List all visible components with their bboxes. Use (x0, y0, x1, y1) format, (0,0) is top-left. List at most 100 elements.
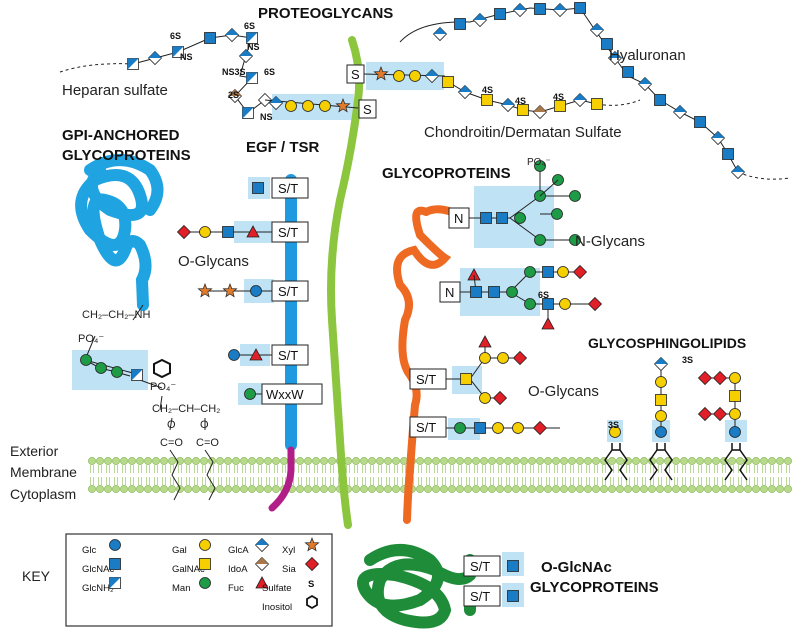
oglcnac-protein (357, 544, 476, 629)
lipid-tail (370, 465, 374, 485)
lipid-head (392, 485, 400, 493)
lipid-head (216, 457, 224, 465)
lipid-tail (426, 465, 430, 485)
lipid-head (744, 485, 752, 493)
lipid-tail (458, 465, 462, 485)
lipid-head (648, 485, 656, 493)
lipid-head (560, 485, 568, 493)
glc-residue (228, 349, 240, 361)
lipid-head (712, 457, 720, 465)
svg-text:6S: 6S (264, 67, 275, 77)
lipid-tail (346, 465, 350, 485)
glca-residue (500, 97, 516, 113)
lipid-tail (306, 465, 310, 485)
lipid-tail (498, 465, 502, 485)
lipid-tail (418, 465, 422, 485)
lipid-tail (602, 465, 606, 485)
lipid-head (432, 485, 440, 493)
man-residue (111, 366, 123, 378)
lipid-head (784, 485, 792, 493)
sia-residue (176, 224, 192, 240)
gal-residue (199, 226, 211, 238)
lipid-head (656, 485, 664, 493)
key-label: GlcNAc (82, 564, 114, 575)
lipid-tail (386, 465, 390, 485)
lipid-head (368, 485, 376, 493)
man-residue (569, 190, 581, 202)
lipid-tail (450, 465, 454, 485)
lipid-tail (154, 465, 158, 485)
xyl-residue (222, 283, 238, 298)
man-residue (95, 362, 107, 374)
glcnh2-residue (172, 46, 184, 58)
key-label: GalNAc (172, 564, 205, 575)
glca-residue (637, 76, 653, 92)
heading-gpi-2: GLYCOPROTEINS (62, 147, 191, 164)
amino-acid-boxes: S S S/T S/T S/T S/T WxxW N N S/T S/T S/T… (261, 64, 501, 607)
lipid-head (112, 457, 120, 465)
lipid-head (440, 485, 448, 493)
lipid-head (232, 457, 240, 465)
lipid-tail (402, 465, 406, 485)
lipid-head (152, 485, 160, 493)
glca-residue (589, 22, 605, 38)
lipid-head (304, 485, 312, 493)
lipid-head (632, 485, 640, 493)
svg-text:S/T: S/T (278, 284, 298, 299)
label-cytoplasm: Cytoplasm (10, 486, 76, 502)
lipid-tail (650, 465, 654, 485)
gal-residue (609, 426, 621, 438)
fuc-residue (478, 335, 492, 348)
glcnac-residue (654, 94, 666, 106)
lipid-head (496, 457, 504, 465)
svg-text:S/T: S/T (278, 225, 298, 240)
glycosidic-bond (509, 217, 541, 241)
lipid-head (136, 457, 144, 465)
lipid-head (704, 485, 712, 493)
lipid-head (264, 457, 272, 465)
man-residue (244, 388, 256, 400)
idoa-residue (227, 88, 243, 104)
lipid-head (728, 485, 736, 493)
man-residue (506, 286, 518, 298)
svg-text:6S: 6S (538, 290, 549, 300)
lipid-tail (754, 465, 758, 485)
lipid-head (520, 485, 528, 493)
box-st-4: S/T (271, 344, 309, 366)
lipid-head (104, 485, 112, 493)
lipid-head (224, 457, 232, 465)
lipid-head (600, 485, 608, 493)
proteoglycan-core-protein (327, 36, 364, 529)
lipid-tail (170, 465, 174, 485)
glca-residue (424, 68, 440, 84)
glc-key-icon (109, 539, 121, 551)
lipid-tail (178, 465, 182, 485)
box-s-1: S (346, 64, 365, 84)
svg-text:S/T: S/T (416, 372, 436, 387)
lipid-head (320, 457, 328, 465)
gpi-chemistry: CH₂–CH₂–NH PO₄⁻ PO₄⁻ CH₂–CH–CH₂ O O C=O … (78, 157, 551, 449)
lipid-tail (114, 465, 118, 485)
gal-residue (559, 298, 571, 310)
lipid-tail (554, 465, 558, 485)
lipid-head (128, 457, 136, 465)
lipid-head (640, 485, 648, 493)
lipid-head (672, 457, 680, 465)
lipid-head (248, 485, 256, 493)
sia-residue (712, 370, 728, 386)
man-residue (80, 354, 92, 366)
glcnh2-residue (131, 369, 143, 381)
lipid-tail (762, 465, 766, 485)
lipid-head (552, 485, 560, 493)
lipid-head (504, 457, 512, 465)
svg-text:CH₂–CH₂–NH: CH₂–CH₂–NH (82, 309, 150, 321)
key-label: Man (172, 583, 190, 594)
lipid-head (568, 457, 576, 465)
label-n-glycans: N-Glycans (575, 233, 645, 250)
glcnac-residue (252, 182, 264, 194)
lipid-head (96, 485, 104, 493)
lipid-head (128, 485, 136, 493)
lipid-tail (746, 465, 750, 485)
lipid-head (272, 485, 280, 493)
glca-residue (710, 130, 726, 146)
